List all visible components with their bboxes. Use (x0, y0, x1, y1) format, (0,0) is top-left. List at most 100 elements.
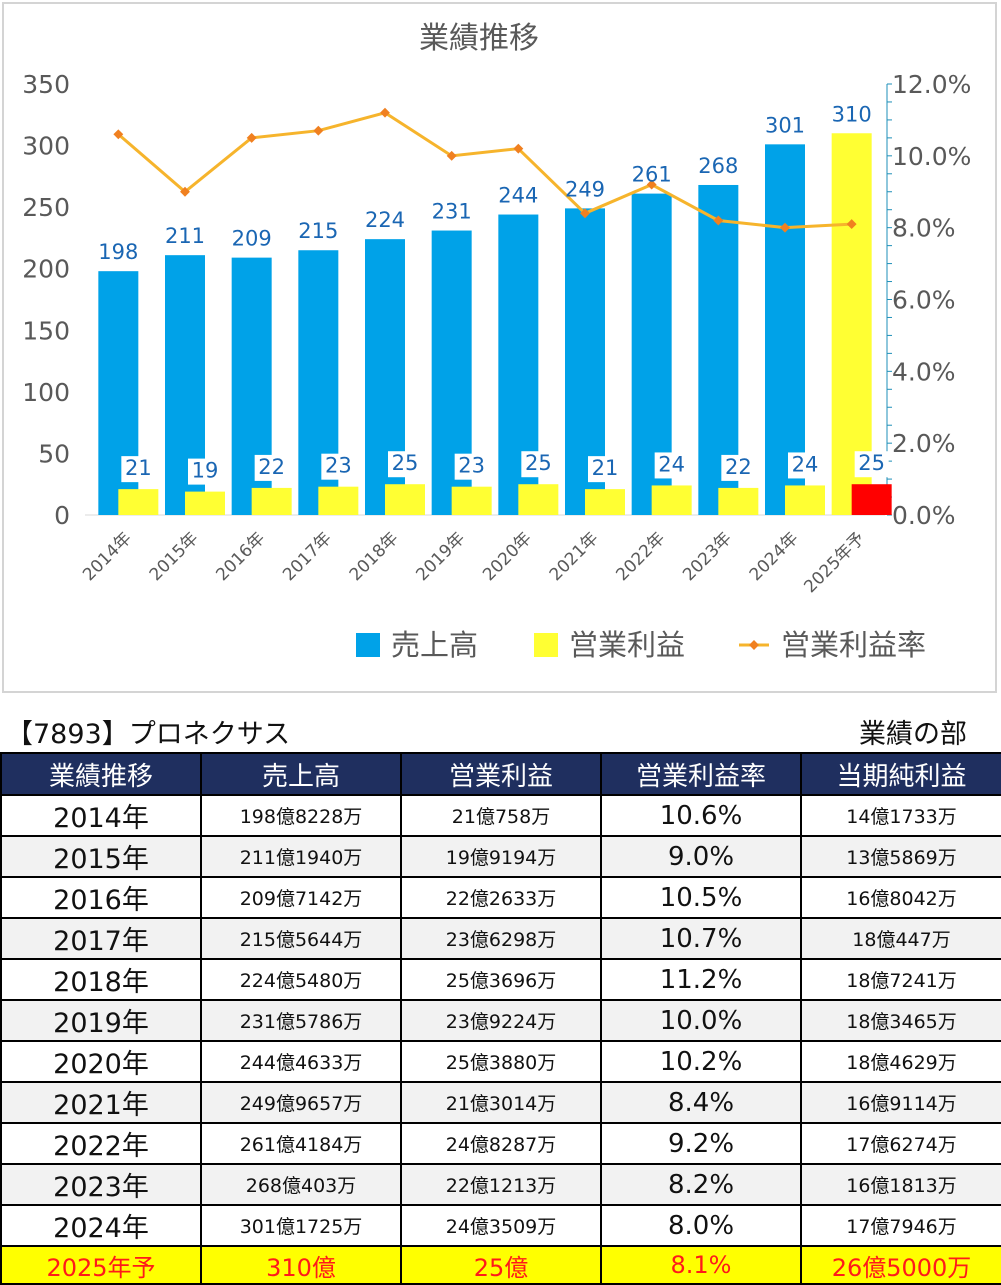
data-label-sales: 215 (298, 219, 338, 243)
forecast-row: 2025年予 310億 25億 8.1% 26億5000万 (0, 1245, 1001, 1285)
marker-operating-margin (846, 219, 857, 230)
x-tick-label: 2021年 (546, 528, 603, 585)
data-label-bg (588, 456, 622, 483)
cell-operating-margin: 10.2% (600, 1040, 802, 1083)
line-operating-margin (117, 111, 852, 230)
cell-net-income: 17億6274万 (800, 1122, 1001, 1165)
y-right-tick-label: 2.0% (892, 429, 956, 458)
y-right-tick-label: 8.0% (892, 214, 956, 243)
chart-panel: 業績推移 0 50 100 150 200 250 300 350 0.0% 2.0% 4.0% 6.0… (2, 2, 997, 693)
data-label-operating-profit: 24 (792, 452, 819, 476)
marker-operating-margin (246, 132, 257, 143)
cell-operating-profit: 23億6298万 (400, 917, 602, 960)
cell-operating-margin: 8.2% (600, 1163, 802, 1206)
data-label-operating-profit: 19 (192, 459, 219, 483)
table-row: 2020年 244億4633万 25億3880万 10.2% 18億4629万 (0, 1040, 1001, 1083)
data-label-bg (721, 454, 756, 481)
x-tick-label: 2024年 (746, 528, 803, 585)
legend-label-operating-margin: 営業利益率 (781, 628, 926, 662)
y-left-tick-label: 0 (54, 501, 70, 530)
data-label-operating-profit: 25 (858, 451, 885, 475)
cell-operating-margin: 10.0% (600, 999, 802, 1042)
cell-operating-profit: 25億 (400, 1245, 602, 1285)
data-label-bg (321, 453, 356, 480)
cell-net-income: 17億7946万 (800, 1204, 1001, 1247)
cell-sales: 209億7142万 (200, 876, 402, 919)
column-header-period: 業績推移 (0, 752, 202, 796)
cell-sales: 231億5786万 (200, 999, 402, 1042)
cell-period: 2025年予 (0, 1245, 202, 1285)
cell-period: 2015年 (0, 835, 202, 878)
data-label-bg (254, 454, 289, 481)
data-label-sales: 244 (498, 184, 538, 208)
y-right-tick-label: 4.0% (892, 357, 956, 386)
data-label-operating-profit: 22 (725, 455, 752, 479)
data-label-operating-profit: 25 (525, 451, 552, 475)
data-label-bg (521, 451, 556, 478)
cell-period: 2023年 (0, 1163, 202, 1206)
cell-operating-profit: 24億3509万 (400, 1204, 602, 1247)
legend-marker-operating-margin (749, 640, 759, 650)
data-label-operating-profit: 22 (258, 455, 285, 479)
bar-operating-profit (118, 489, 159, 515)
cell-period: 2020年 (0, 1040, 202, 1083)
cell-period: 2017年 (0, 917, 202, 960)
performance-table: 業績推移 売上高 営業利益 営業利益率 当期純利益 2014年 198億8228万… (0, 752, 1001, 1285)
cell-net-income: 18億7241万 (800, 958, 1001, 1001)
cell-net-income: 26億5000万 (800, 1245, 1001, 1285)
cell-net-income: 16億9114万 (800, 1081, 1001, 1124)
cell-period: 2024年 (0, 1204, 202, 1247)
y-right-tick-label: 10.0% (892, 142, 971, 171)
cell-sales: 249億9657万 (200, 1081, 402, 1124)
y-left-tick-label: 200 (22, 255, 70, 284)
cell-period: 2021年 (0, 1081, 202, 1124)
cell-sales: 244億4633万 (200, 1040, 402, 1083)
cell-operating-profit: 21億758万 (400, 794, 602, 837)
data-label-sales: 198 (98, 240, 138, 264)
table-row: 2014年 198億8228万 21億758万 10.6% 14億1733万 (0, 794, 1001, 837)
x-tick-label: 2018年 (346, 528, 403, 585)
cell-net-income: 18億447万 (800, 917, 1001, 960)
y-left-tick-label: 250 (22, 193, 70, 222)
section-title: 業績の部 (859, 719, 967, 750)
data-label-bg (654, 452, 689, 479)
legend-swatch-sales (356, 633, 380, 657)
table-row: 2021年 249億9657万 21億3014万 8.4% 16億9114万 (0, 1081, 1001, 1124)
column-header-sales: 売上高 (200, 752, 402, 796)
table-row: 2018年 224億5480万 25億3696万 11.2% 18億7241万 (0, 958, 1001, 1001)
y-left-tick-label: 150 (22, 316, 70, 345)
cell-period: 2016年 (0, 876, 202, 919)
data-label-operating-profit: 23 (458, 454, 485, 478)
x-tick-label: 2025年予 (800, 528, 869, 597)
y-left-tick-label: 100 (22, 378, 70, 407)
data-label-bg (188, 458, 222, 485)
cell-operating-margin: 8.1% (600, 1245, 802, 1285)
column-header-operating-profit: 営業利益 (400, 752, 602, 796)
data-label-sales: 268 (698, 154, 738, 178)
data-label-sales: 310 (832, 102, 872, 126)
cell-net-income: 16億8042万 (800, 876, 1001, 919)
cell-operating-margin: 10.6% (600, 794, 802, 837)
cell-operating-profit: 23億9224万 (400, 999, 602, 1042)
cell-operating-profit: 25億3696万 (400, 958, 602, 1001)
cell-operating-margin: 8.0% (600, 1204, 802, 1247)
table-row: 2024年 301億1725万 24億3509万 8.0% 17億7946万 (0, 1204, 1001, 1247)
cell-operating-profit: 22億1213万 (400, 1163, 602, 1206)
cell-operating-profit: 21億3014万 (400, 1081, 602, 1124)
legend-label-operating-profit: 営業利益 (569, 628, 685, 662)
cell-period: 2022年 (0, 1122, 202, 1165)
bar-operating-profit (851, 484, 892, 515)
cell-sales: 261億4184万 (200, 1122, 402, 1165)
y-left-tick-label: 300 (22, 132, 70, 161)
cell-net-income: 14億1733万 (800, 794, 1001, 837)
cell-operating-margin: 9.0% (600, 835, 802, 878)
column-header-net-income: 当期純利益 (800, 752, 1001, 796)
y-right-tick-label: 12.0% (892, 70, 971, 99)
y-left-tick-label: 350 (22, 70, 70, 99)
data-label-bg (454, 453, 489, 480)
cell-operating-profit: 25億3880万 (400, 1040, 602, 1083)
cell-operating-profit: 22億2633万 (400, 876, 602, 919)
data-label-sales: 261 (632, 163, 672, 187)
cell-sales: 268億403万 (200, 1163, 402, 1206)
x-tick-label: 2014年 (79, 528, 136, 585)
